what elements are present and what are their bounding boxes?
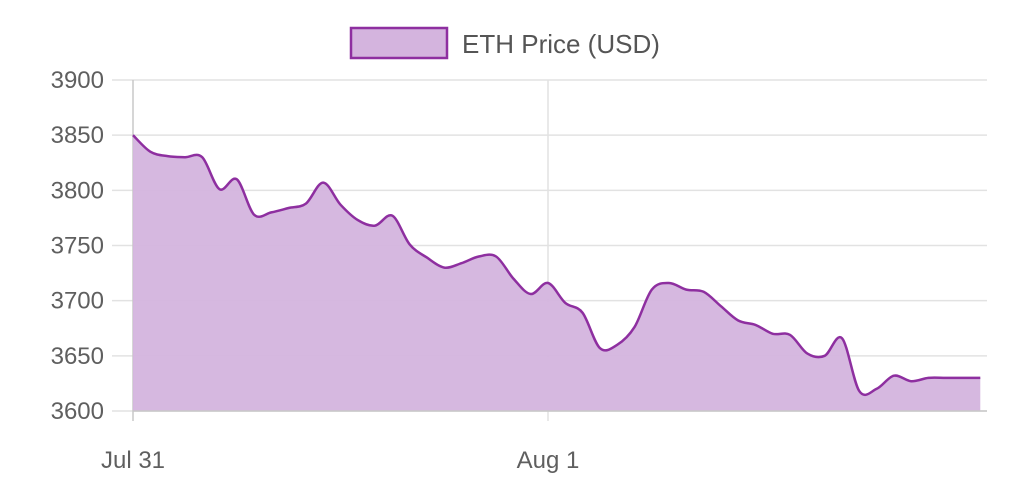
y-tick-label: 3800	[51, 177, 104, 204]
x-tick-label: Jul 31	[101, 447, 165, 474]
series-area	[132, 134, 987, 412]
legend[interactable]: ETH Price (USD)	[349, 26, 660, 60]
y-tick-label: 3850	[51, 122, 104, 149]
y-tick-label: 3600	[51, 398, 104, 425]
x-axis: Jul 31 Aug 1	[101, 447, 579, 474]
series-line	[132, 134, 981, 397]
legend-swatch[interactable]	[349, 26, 449, 60]
y-tick-label: 3750	[51, 233, 104, 260]
series-area-fill	[133, 135, 981, 411]
x-tick-label: Aug 1	[517, 447, 580, 474]
y-tick-label: 3700	[51, 288, 104, 315]
y-axis: 3900 3850 3800 3750 3700 3650 3600	[51, 67, 104, 425]
legend-label[interactable]: ETH Price (USD)	[462, 29, 660, 59]
y-tick-label: 3650	[51, 343, 104, 370]
y-tick-label: 3900	[51, 67, 104, 94]
